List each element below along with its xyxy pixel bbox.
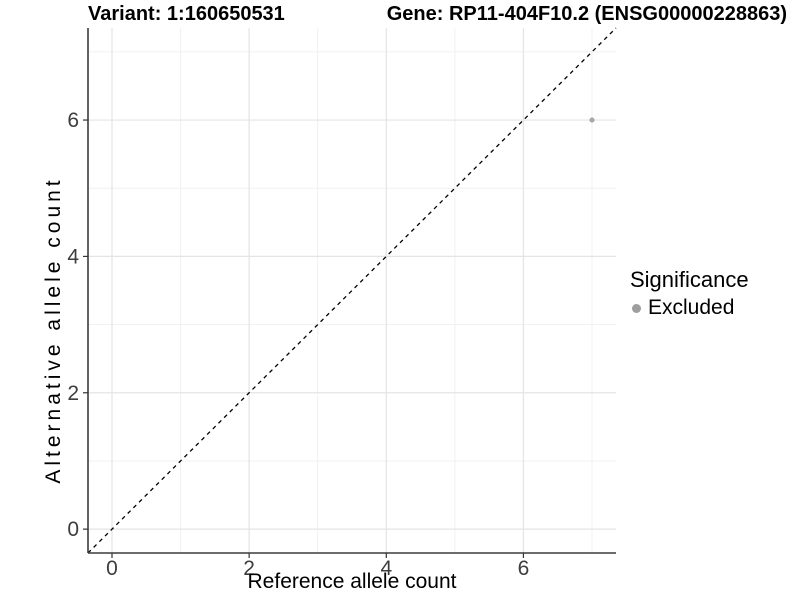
legend-point-icon — [632, 303, 641, 313]
x-axis-label: Reference allele count — [247, 570, 457, 593]
legend-entry-label: Excluded — [648, 296, 735, 319]
y-axis-label: Alternative allele count — [42, 176, 65, 484]
identity-line — [87, 27, 617, 554]
legend: Significance Excluded — [630, 267, 749, 320]
legend-title: Significance — [630, 267, 749, 292]
x-tick-label: 6 — [518, 557, 530, 580]
legend-entry: Excluded — [630, 296, 749, 320]
y-tick-label: 2 — [67, 382, 79, 405]
data-point — [589, 117, 595, 123]
legend-entries: Excluded — [630, 296, 749, 320]
x-tick-label: 0 — [106, 557, 118, 580]
y-tick-label: 4 — [67, 245, 79, 268]
x-tick-label: 2 — [243, 557, 255, 580]
gene-title: Gene: RP11-404F10.2 (ENSG00000228863) — [386, 3, 787, 25]
variant-title: Variant: 1:160650531 — [88, 3, 285, 25]
y-tick-label: 6 — [67, 109, 79, 132]
x-tick-label: 4 — [380, 557, 392, 580]
y-tick-label: 0 — [67, 518, 79, 541]
